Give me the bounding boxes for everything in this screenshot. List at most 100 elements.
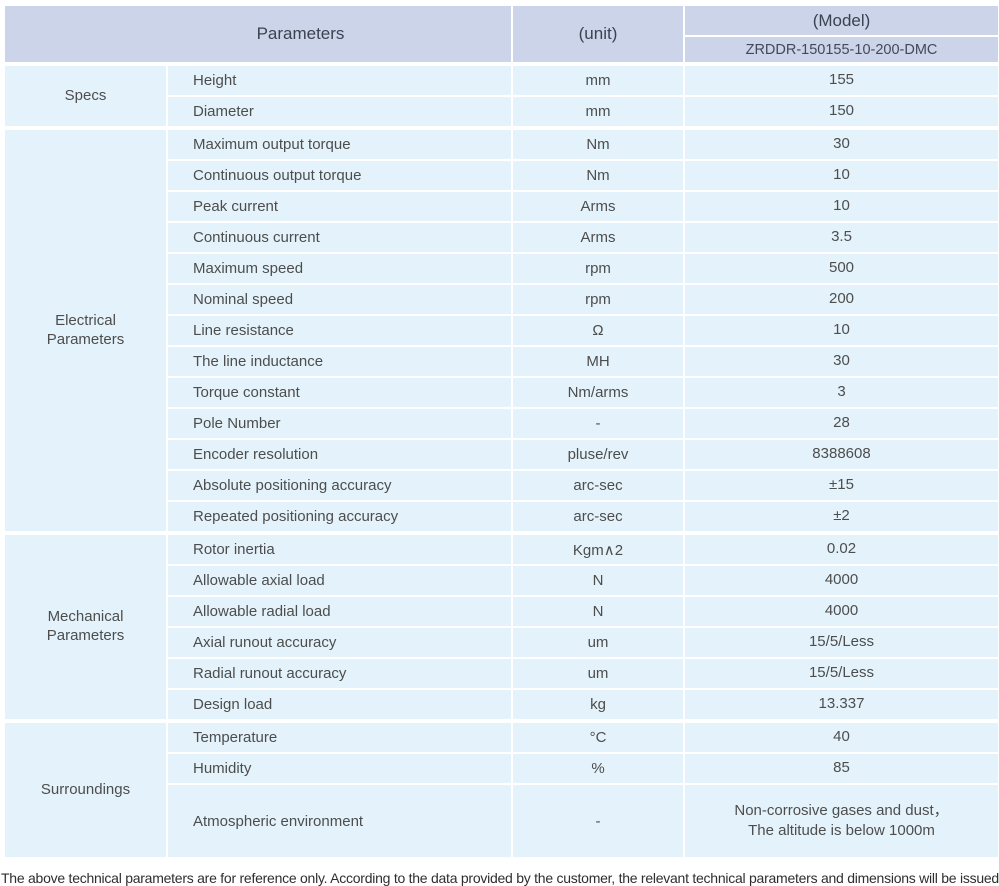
unit-cell: Ω	[511, 314, 685, 347]
header-model: (Model)	[683, 3, 999, 38]
unit-cell: -	[511, 783, 685, 859]
table-row: Peak current Arms 10	[4, 190, 999, 223]
param-cell: Nominal speed	[166, 283, 513, 316]
section-surroundings: Surroundings Temperature °C 40 Humidity …	[3, 720, 999, 859]
value-cell: 200	[683, 283, 999, 316]
value-cell: 30	[683, 127, 999, 161]
param-cell: Maximum speed	[166, 252, 513, 285]
value-cell: ±15	[683, 469, 999, 502]
value-cell: 8388608	[683, 438, 999, 471]
table-row: Diameter mm 150	[4, 95, 999, 129]
section-label-specs: Specs	[3, 63, 168, 129]
param-cell: The line inductance	[166, 345, 513, 378]
param-cell: Allowable radial load	[166, 595, 513, 628]
value-cell: 40	[683, 720, 999, 754]
param-cell: Temperature	[166, 720, 513, 754]
param-cell: Continuous current	[166, 221, 513, 254]
unit-cell: Arms	[511, 190, 685, 223]
header-row-2: ZRDDR-150155-10-200-DMC	[4, 35, 999, 65]
value-cell: 3.5	[683, 221, 999, 254]
value-cell: 4000	[683, 564, 999, 597]
value-cell: 15/5/Less	[683, 626, 999, 659]
unit-cell: arc-sec	[511, 469, 685, 502]
unit-cell: Arms	[511, 221, 685, 254]
unit-cell: N	[511, 564, 685, 597]
param-cell: Torque constant	[166, 376, 513, 409]
table-row: Pole Number - 28	[4, 407, 999, 440]
param-cell: Allowable axial load	[166, 564, 513, 597]
table-row: Line resistance Ω 10	[4, 314, 999, 347]
table-row: Nominal speed rpm 200	[4, 283, 999, 316]
value-cell: Non-corrosive gases and dust， The altitu…	[683, 783, 999, 859]
param-cell: Axial runout accuracy	[166, 626, 513, 659]
param-cell: Rotor inertia	[166, 532, 513, 566]
table-row: Continuous current Arms 3.5	[4, 221, 999, 254]
table-row: Electrical Parameters Maximum output tor…	[3, 127, 999, 534]
param-cell: Maximum output torque	[166, 127, 513, 161]
value-cell: ±2	[683, 500, 999, 534]
value-cell: 500	[683, 252, 999, 285]
value-cell: 30	[683, 345, 999, 378]
param-cell: Line resistance	[166, 314, 513, 347]
unit-cell: rpm	[511, 252, 685, 285]
table-row: Continuous output torque Nm 10	[4, 159, 999, 192]
table-row: Design load kg 13.337	[4, 688, 999, 722]
param-cell: Absolute positioning accuracy	[166, 469, 513, 502]
param-cell: Atmospheric environment	[166, 783, 513, 859]
unit-cell: um	[511, 626, 685, 659]
value-cell: 13.337	[683, 688, 999, 722]
unit-cell: Nm/arms	[511, 376, 685, 409]
table-row: Humidity % 85	[4, 752, 999, 785]
table-row: Specs Height mm 155	[3, 63, 999, 129]
section-label-surroundings: Surroundings	[3, 720, 168, 859]
table-row: Allowable radial load N 4000	[4, 595, 999, 628]
param-cell: Humidity	[166, 752, 513, 785]
header-unit: (unit)	[511, 4, 685, 65]
section-label-electrical: Electrical Parameters	[3, 127, 168, 534]
param-cell: Diameter	[166, 95, 513, 129]
param-cell: Pole Number	[166, 407, 513, 440]
value-cell: 150	[683, 95, 999, 129]
table-row: The line inductance MH 30	[4, 345, 999, 378]
table-row: Encoder resolution pluse/rev 8388608	[4, 438, 999, 471]
param-cell: Height	[166, 63, 513, 97]
unit-cell: mm	[511, 63, 685, 97]
param-cell: Radial runout accuracy	[166, 657, 513, 690]
param-cell: Encoder resolution	[166, 438, 513, 471]
value-cell: 0.02	[683, 532, 999, 566]
table-row: Surroundings Temperature °C 40	[3, 720, 999, 859]
param-cell: Repeated positioning accuracy	[166, 500, 513, 534]
value-cell: 15/5/Less	[683, 657, 999, 690]
unit-cell: arc-sec	[511, 500, 685, 534]
param-cell: Continuous output torque	[166, 159, 513, 192]
unit-cell: N	[511, 595, 685, 628]
unit-cell: mm	[511, 95, 685, 129]
unit-cell: pluse/rev	[511, 438, 685, 471]
unit-cell: %	[511, 752, 685, 785]
value-cell: 4000	[683, 595, 999, 628]
header-parameters: Parameters	[3, 4, 513, 65]
unit-cell: rpm	[511, 283, 685, 316]
table-row: Atmospheric environment - Non-corrosive …	[4, 783, 999, 859]
unit-cell: Nm	[511, 127, 685, 161]
spec-table: Parameters (unit) (Model) ZRDDR-150155-1…	[3, 3, 999, 859]
value-cell: 10	[683, 190, 999, 223]
header-row-1: Parameters (unit) (Model)	[3, 3, 999, 65]
unit-cell: Nm	[511, 159, 685, 192]
value-cell: 155	[683, 63, 999, 97]
value-cell: 3	[683, 376, 999, 409]
value-cell: 10	[683, 314, 999, 347]
section-specs: Specs Height mm 155 Diameter mm 150	[3, 63, 999, 129]
value-cell: 85	[683, 752, 999, 785]
table-row: Radial runout accuracy um 15/5/Less	[4, 657, 999, 690]
unit-cell: -	[511, 407, 685, 440]
section-mechanical-parameters: Mechanical Parameters Rotor inertia Kgm∧…	[3, 532, 999, 722]
table-row: Maximum speed rpm 500	[4, 252, 999, 285]
unit-cell: MH	[511, 345, 685, 378]
table-row: Absolute positioning accuracy arc-sec ±1…	[4, 469, 999, 502]
section-label-mechanical: Mechanical Parameters	[3, 532, 168, 722]
table-row: Axial runout accuracy um 15/5/Less	[4, 626, 999, 659]
param-cell: Design load	[166, 688, 513, 722]
table-row: Repeated positioning accuracy arc-sec ±2	[4, 500, 999, 534]
